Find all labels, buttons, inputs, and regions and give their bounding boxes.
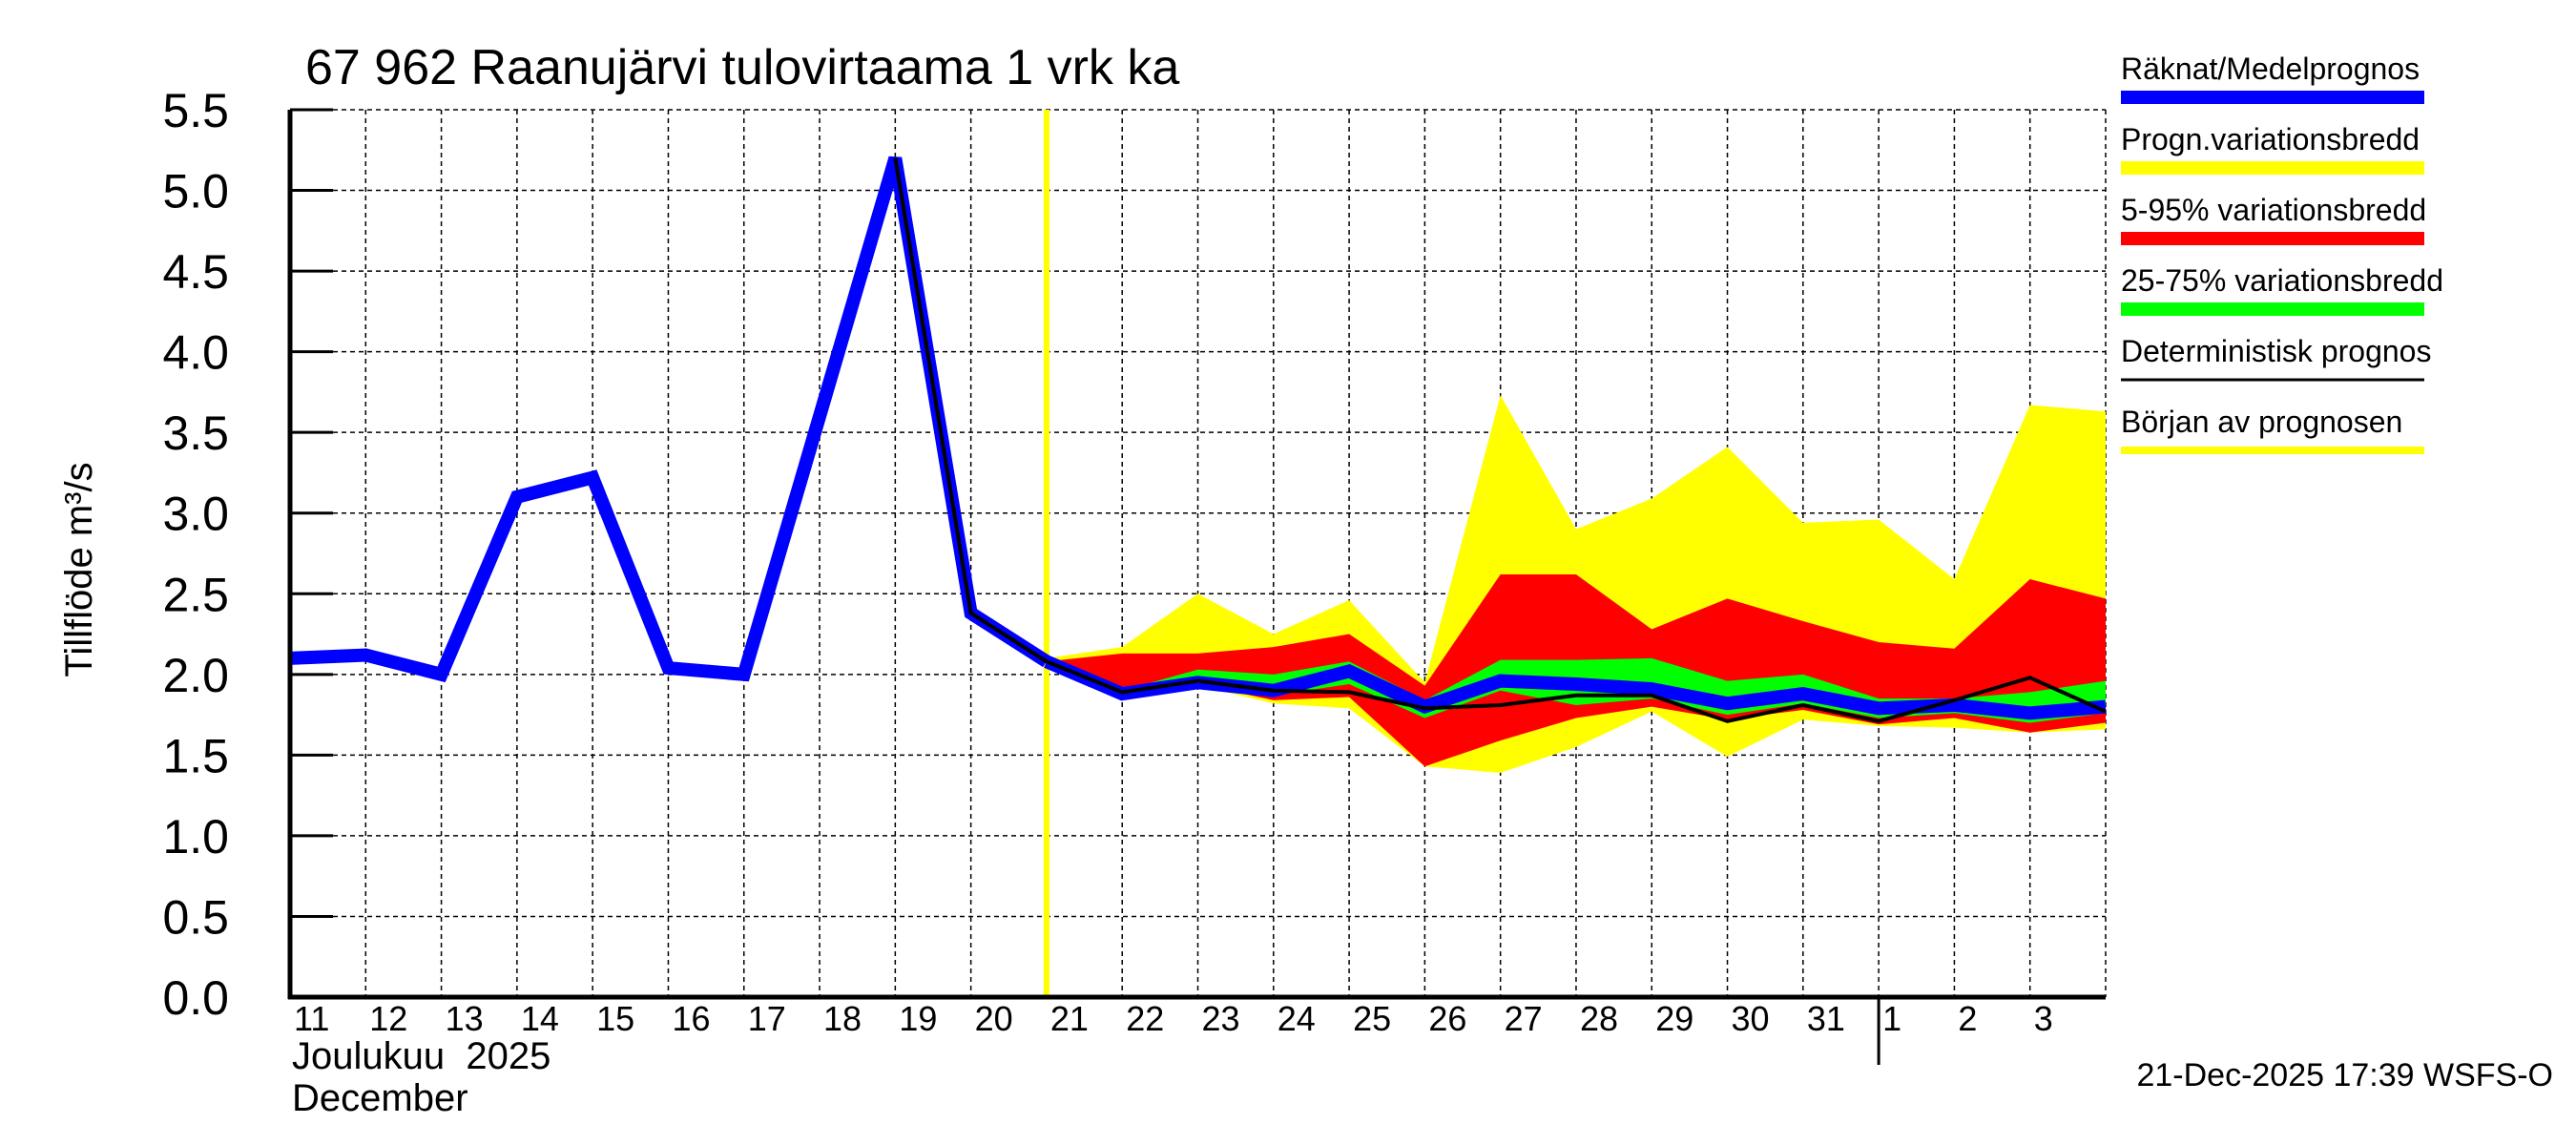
x-tick-label: 19 [899, 999, 937, 1038]
legend-swatch [2121, 232, 2424, 245]
x-tick-label: 2 [1958, 999, 1977, 1038]
x-ticks: 11 12 13 14 15 16 17 18 19 20 21 22 23 24 25 26 27 28 29 30… [294, 999, 2053, 1038]
x-tick-label: 23 [1202, 999, 1240, 1038]
grid [290, 109, 2107, 998]
x-tick-label: 27 [1505, 999, 1543, 1038]
timestamp: 21-Dec-2025 17:39 WSFS-O [2136, 1057, 2553, 1093]
y-axis-label: Tillflöde m³/s [58, 462, 100, 677]
legend-label: Räknat/Medelprognos [2121, 52, 2420, 86]
month-label: Joulukuu 2025 [292, 1035, 551, 1077]
x-tick-label: 13 [446, 999, 484, 1038]
y-tick-label: 4.0 [162, 326, 229, 380]
legend-swatch [2121, 302, 2424, 316]
y-tick-label: 3.5 [162, 406, 229, 460]
axes [287, 110, 2106, 1065]
legend-label: Början av prognosen [2121, 405, 2402, 439]
legend: Räknat/Medelprognos Progn.variationsbredd… [2121, 52, 2443, 454]
x-tick-label: 24 [1278, 999, 1316, 1038]
legend-label: Deterministisk prognos [2121, 334, 2431, 368]
legend-label: 5-95% variationsbredd [2121, 193, 2426, 227]
y-tick-label: 5.5 [162, 84, 229, 137]
x-tick-label: 11 [294, 999, 329, 1038]
month-label-alt: December [292, 1077, 468, 1119]
y-ticks: 0.0 0.5 1.0 1.5 2.0 2.5 3.0 3.5 4.0 4.5 5.0 5.5 [162, 84, 333, 1025]
observed-line [289, 156, 1050, 683]
y-tick-label: 5.0 [162, 165, 229, 219]
deterministic-forecast-line [893, 157, 2107, 723]
x-tick-label: 22 [1126, 999, 1164, 1038]
x-tick-label: 25 [1353, 999, 1391, 1038]
legend-label: Progn.variationsbredd [2121, 122, 2420, 156]
y-tick-label: 1.5 [162, 729, 229, 782]
y-tick-label: 4.5 [162, 245, 229, 299]
legend-swatch [2121, 447, 2424, 454]
x-tick-label: 29 [1655, 999, 1693, 1038]
x-tick-label: 17 [748, 999, 786, 1038]
x-tick-label: 21 [1050, 999, 1089, 1038]
legend-label: 25-75% variationsbredd [2121, 263, 2443, 298]
y-tick-label: 0.5 [162, 890, 229, 944]
x-tick-label: 20 [975, 999, 1013, 1038]
y-tick-label: 1.0 [162, 810, 229, 864]
x-tick-label: 16 [672, 999, 710, 1038]
y-tick-label: 3.0 [162, 488, 229, 541]
legend-swatch [2121, 161, 2424, 175]
y-tick-label: 0.0 [162, 971, 229, 1025]
x-tick-label: 31 [1807, 999, 1845, 1038]
x-tick-label: 1 [1882, 999, 1901, 1038]
x-tick-label: 28 [1580, 999, 1618, 1038]
legend-swatch [2121, 378, 2424, 382]
series-lines [289, 110, 2107, 997]
forecast-bands [1046, 395, 2106, 773]
x-tick-label: 15 [596, 999, 634, 1038]
x-tick-label: 3 [2034, 999, 2053, 1038]
x-tick-label: 26 [1428, 999, 1466, 1038]
x-tick-label: 14 [521, 999, 559, 1038]
x-tick-label: 18 [823, 999, 862, 1038]
x-tick-label: 30 [1732, 999, 1770, 1038]
y-tick-label: 2.5 [162, 568, 229, 621]
x-tick-label: 12 [369, 999, 407, 1038]
y-tick-label: 2.0 [162, 649, 229, 702]
legend-swatch [2121, 91, 2424, 104]
chart-title: 67 962 Raanujärvi tulovirtaama 1 vrk ka [305, 40, 1179, 95]
